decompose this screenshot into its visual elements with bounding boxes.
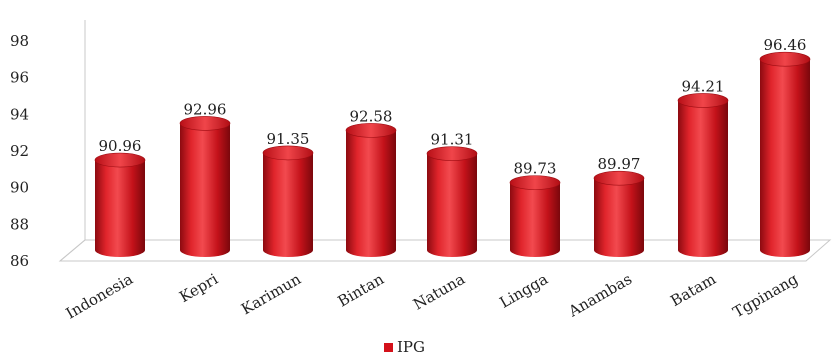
data-label: 89.97 [598,155,641,173]
data-label: 91.31 [431,131,474,149]
bar-natuna [426,146,478,257]
bar-top [262,145,314,161]
x-tick-label: Kepri [176,270,221,306]
bar-body [760,59,810,257]
bar-body [346,130,396,257]
y-tick-label: 88 [10,215,29,233]
bar-top [759,51,811,67]
legend-label: IPG [397,338,425,356]
bar-top [426,146,478,161]
x-tick-label: Karimun [238,270,304,319]
bar-top [94,152,146,168]
bar-body [263,152,313,257]
x-tick-label: Lingga [496,270,551,312]
bar-kepri [179,116,231,258]
legend: IPG [384,338,425,356]
x-tick-label: Natuna [410,270,468,314]
y-tick-label: 86 [10,252,29,270]
bar-anambas [593,170,645,257]
y-tick-label: 94 [10,105,29,123]
data-label: 91.35 [267,130,310,148]
bar-karimun [262,145,314,257]
bar-body [180,123,230,258]
bar-top [345,123,397,138]
y-tick-label: 98 [10,32,29,50]
bar-lingga [509,175,561,257]
legend-swatch [384,343,393,352]
floor-plane [58,239,832,262]
y-tick-label: 92 [10,142,29,160]
y-tick-label: 96 [10,69,29,87]
bar-batam [677,93,729,257]
bar-top [509,175,561,190]
x-tick-label: Anambas [565,270,635,321]
data-label: 92.96 [184,100,227,118]
bar-bintan [345,123,397,257]
bar-body [95,160,145,257]
x-tick-label: Indonesia [63,270,136,323]
bars [94,51,811,258]
bar-top [677,93,729,108]
data-label: 90.96 [99,137,142,155]
y-tick-label: 90 [10,179,29,197]
data-label: 89.73 [514,160,557,178]
axes: 86 88 90 92 94 96 98 [10,20,832,270]
bar-indonesia [94,152,146,257]
data-label: 96.46 [764,36,807,54]
bar-top [593,170,645,186]
x-tick-label: Bintan [335,270,388,311]
bar-body [678,100,728,257]
bar-body [594,178,644,257]
bar-top [179,116,231,131]
x-tick-label: Batam [667,270,719,310]
bar-tgpinang [759,51,811,257]
bar-body [427,153,477,257]
x-tick-label: Tgpinang [730,270,802,322]
data-label: 92.58 [350,107,393,125]
bar-body [510,182,560,257]
data-label: 94.21 [682,77,725,95]
